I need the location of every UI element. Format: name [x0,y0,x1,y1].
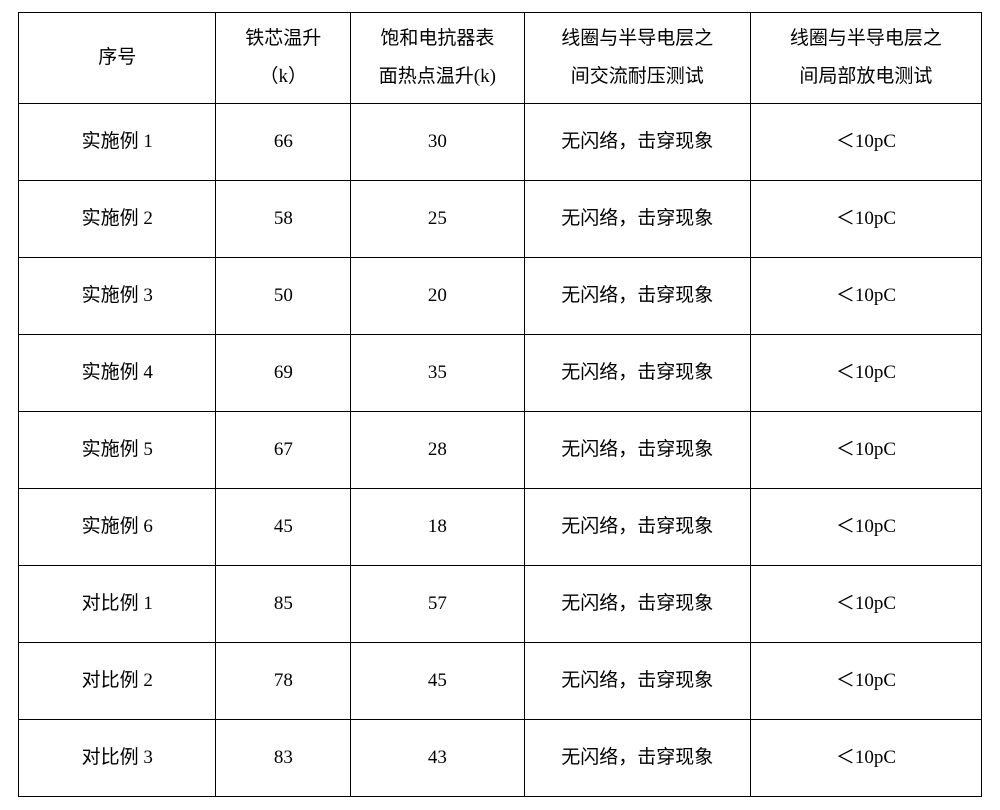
table-cell: 对比例 2 [19,643,216,720]
table-cell: 78 [216,643,351,720]
table-cell: 50 [216,258,351,335]
table-cell: 无闪络，击穿现象 [524,720,750,797]
table-cell: 85 [216,566,351,643]
table-head: 序号 铁芯温升（k） 饱和电抗器表面热点温升(k) 线圈与半导电层之间交流耐压测… [19,13,982,104]
table-cell: 无闪络，击穿现象 [524,104,750,181]
col-header-seq: 序号 [19,13,216,104]
table-cell: 实施例 6 [19,489,216,566]
table-cell: 无闪络，击穿现象 [524,412,750,489]
table-cell: 实施例 1 [19,104,216,181]
table-cell: 实施例 3 [19,258,216,335]
table-cell: 57 [351,566,524,643]
data-table: 序号 铁芯温升（k） 饱和电抗器表面热点温升(k) 线圈与半导电层之间交流耐压测… [18,12,982,797]
table-cell: 无闪络，击穿现象 [524,258,750,335]
table-cell: ＜10pC [750,643,981,720]
table-row: 实施例 64518无闪络，击穿现象＜10pC [19,489,982,566]
table-row: 对比例 27845无闪络，击穿现象＜10pC [19,643,982,720]
table-cell: 18 [351,489,524,566]
table-cell: 66 [216,104,351,181]
header-row: 序号 铁芯温升（k） 饱和电抗器表面热点温升(k) 线圈与半导电层之间交流耐压测… [19,13,982,104]
table-cell: 58 [216,181,351,258]
table-cell: 无闪络，击穿现象 [524,335,750,412]
table-cell: 无闪络，击穿现象 [524,643,750,720]
col-header-pd-test: 线圈与半导电层之间局部放电测试 [750,13,981,104]
table-row: 对比例 18557无闪络，击穿现象＜10pC [19,566,982,643]
table-cell: ＜10pC [750,720,981,797]
table-cell: 实施例 4 [19,335,216,412]
table-cell: ＜10pC [750,489,981,566]
table-cell: ＜10pC [750,181,981,258]
table-cell: 28 [351,412,524,489]
table-cell: 45 [351,643,524,720]
table-cell: 实施例 2 [19,181,216,258]
table-cell: 83 [216,720,351,797]
table-cell: 69 [216,335,351,412]
table-cell: 无闪络，击穿现象 [524,181,750,258]
col-header-surface-temp: 饱和电抗器表面热点温升(k) [351,13,524,104]
table-container: 序号 铁芯温升（k） 饱和电抗器表面热点温升(k) 线圈与半导电层之间交流耐压测… [0,0,1000,797]
table-row: 实施例 46935无闪络，击穿现象＜10pC [19,335,982,412]
table-cell: 43 [351,720,524,797]
table-cell: ＜10pC [750,412,981,489]
col-header-ac-test: 线圈与半导电层之间交流耐压测试 [524,13,750,104]
table-cell: ＜10pC [750,258,981,335]
table-cell: 无闪络，击穿现象 [524,566,750,643]
table-cell: ＜10pC [750,335,981,412]
table-cell: 45 [216,489,351,566]
table-cell: 对比例 3 [19,720,216,797]
table-cell: ＜10pC [750,104,981,181]
table-row: 实施例 25825无闪络，击穿现象＜10pC [19,181,982,258]
table-row: 实施例 16630无闪络，击穿现象＜10pC [19,104,982,181]
table-cell: 无闪络，击穿现象 [524,489,750,566]
table-cell: 25 [351,181,524,258]
table-cell: 对比例 1 [19,566,216,643]
table-cell: 30 [351,104,524,181]
table-cell: 20 [351,258,524,335]
table-cell: 实施例 5 [19,412,216,489]
table-cell: 35 [351,335,524,412]
table-cell: ＜10pC [750,566,981,643]
table-row: 实施例 56728无闪络，击穿现象＜10pC [19,412,982,489]
table-row: 对比例 38343无闪络，击穿现象＜10pC [19,720,982,797]
col-header-core-temp: 铁芯温升（k） [216,13,351,104]
table-cell: 67 [216,412,351,489]
table-row: 实施例 35020无闪络，击穿现象＜10pC [19,258,982,335]
table-body: 实施例 16630无闪络，击穿现象＜10pC实施例 25825无闪络，击穿现象＜… [19,104,982,797]
